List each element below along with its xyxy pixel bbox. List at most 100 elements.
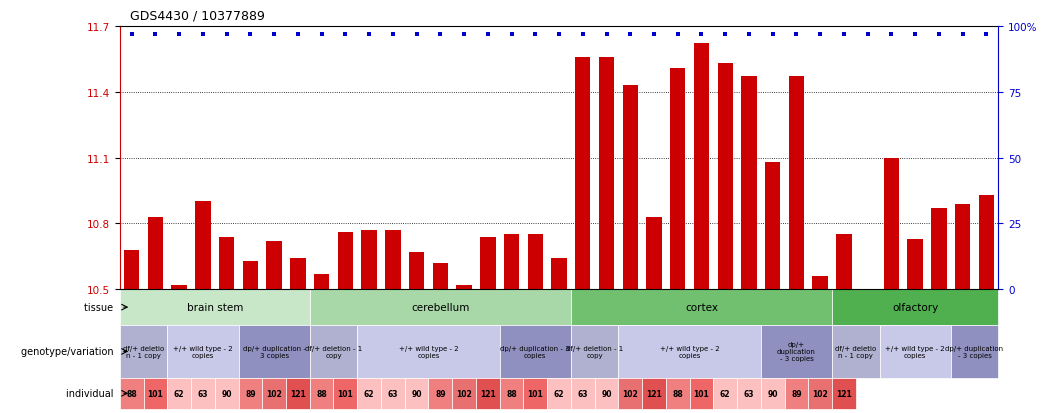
Text: GDS4430 / 10377889: GDS4430 / 10377889 [130, 10, 265, 23]
Bar [357, 378, 381, 409]
Point [788, 31, 804, 38]
Bar [527, 235, 543, 290]
Text: df/+ deletio
n - 1 copy: df/+ deletio n - 1 copy [836, 345, 876, 358]
Bar [168, 378, 191, 409]
Point [147, 31, 164, 38]
Point [384, 31, 401, 38]
Bar [290, 259, 305, 290]
Bar [124, 250, 140, 290]
Bar [314, 274, 329, 290]
Bar [480, 237, 496, 290]
Text: tissue: tissue [84, 302, 120, 312]
Bar [381, 378, 404, 409]
Bar [195, 202, 210, 290]
Text: 63: 63 [577, 389, 588, 398]
Text: individual: individual [66, 388, 120, 398]
Point [717, 31, 734, 38]
Point [550, 31, 567, 38]
Bar [950, 325, 998, 378]
Point [907, 31, 923, 38]
Bar [547, 378, 571, 409]
Bar [813, 276, 828, 290]
Text: 63: 63 [744, 389, 754, 398]
Point [171, 31, 188, 38]
Text: +/+ wild type - 2
copies: +/+ wild type - 2 copies [399, 345, 458, 358]
Point [598, 31, 615, 38]
Bar [571, 325, 618, 378]
Bar [172, 285, 187, 290]
Point [195, 31, 212, 38]
Bar [120, 378, 144, 409]
Bar [694, 44, 710, 290]
Text: 88: 88 [506, 389, 517, 398]
Text: dp/+ duplication - 3
copies: dp/+ duplication - 3 copies [500, 345, 570, 358]
Bar [148, 217, 164, 290]
Text: 101: 101 [338, 389, 353, 398]
Point [765, 31, 782, 38]
Text: 89: 89 [435, 389, 446, 398]
Point [741, 31, 758, 38]
Point [219, 31, 235, 38]
Point [622, 31, 639, 38]
Bar [622, 86, 638, 290]
Text: dp/+
duplication
- 3 copies: dp/+ duplication - 3 copies [777, 342, 816, 361]
Bar [500, 325, 571, 378]
Text: df/+ deletion - 1
copy: df/+ deletion - 1 copy [566, 345, 623, 358]
Bar [884, 158, 899, 290]
Bar [120, 325, 168, 378]
Bar [765, 163, 780, 290]
Bar [741, 77, 756, 290]
Bar [954, 204, 970, 290]
Point [669, 31, 686, 38]
Text: 102: 102 [456, 389, 472, 398]
Text: dp/+ duplication -
3 copies: dp/+ duplication - 3 copies [243, 345, 305, 358]
Point [242, 31, 258, 38]
Bar [408, 252, 424, 290]
Text: 89: 89 [791, 389, 801, 398]
Bar [666, 378, 690, 409]
Text: 121: 121 [290, 389, 305, 398]
Text: 89: 89 [245, 389, 255, 398]
Bar [452, 378, 476, 409]
Text: 62: 62 [553, 389, 565, 398]
Text: 88: 88 [672, 389, 684, 398]
Point [693, 31, 710, 38]
Bar [833, 325, 879, 378]
Bar [243, 261, 258, 290]
Point [646, 31, 663, 38]
Bar [168, 325, 239, 378]
Bar [761, 325, 833, 378]
Point [931, 31, 947, 38]
Point [978, 31, 995, 38]
Point [812, 31, 828, 38]
Point [455, 31, 472, 38]
Text: +/+ wild type - 2
copies: +/+ wild type - 2 copies [886, 345, 945, 358]
Point [266, 31, 282, 38]
Text: 90: 90 [412, 389, 422, 398]
Bar [239, 378, 263, 409]
Text: 63: 63 [388, 389, 398, 398]
Bar [504, 235, 519, 290]
Bar [120, 290, 309, 325]
Text: 63: 63 [198, 389, 208, 398]
Point [883, 31, 899, 38]
Text: 101: 101 [527, 389, 543, 398]
Point [574, 31, 591, 38]
Point [432, 31, 449, 38]
Text: +/+ wild type - 2
copies: +/+ wild type - 2 copies [173, 345, 232, 358]
Bar [551, 259, 567, 290]
Bar [338, 233, 353, 290]
Point [361, 31, 377, 38]
Text: 90: 90 [221, 389, 232, 398]
Bar [618, 325, 761, 378]
Point [123, 31, 140, 38]
Bar [714, 378, 737, 409]
Text: brain stem: brain stem [187, 302, 243, 312]
Point [527, 31, 544, 38]
Bar [833, 290, 998, 325]
Bar [599, 57, 614, 290]
Point [408, 31, 425, 38]
Bar [785, 378, 809, 409]
Text: olfactory: olfactory [892, 302, 938, 312]
Bar [575, 57, 591, 290]
